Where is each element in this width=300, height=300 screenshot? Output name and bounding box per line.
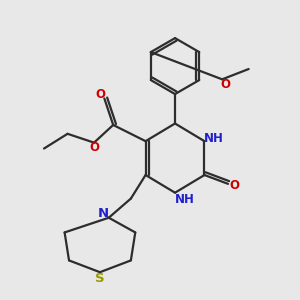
Text: O: O [89,141,99,154]
Text: O: O [230,179,239,192]
Text: NH: NH [204,132,224,145]
Text: O: O [220,78,230,91]
Text: O: O [95,88,105,101]
Text: S: S [95,272,105,285]
Text: N: N [98,207,109,220]
Text: NH: NH [175,193,194,206]
